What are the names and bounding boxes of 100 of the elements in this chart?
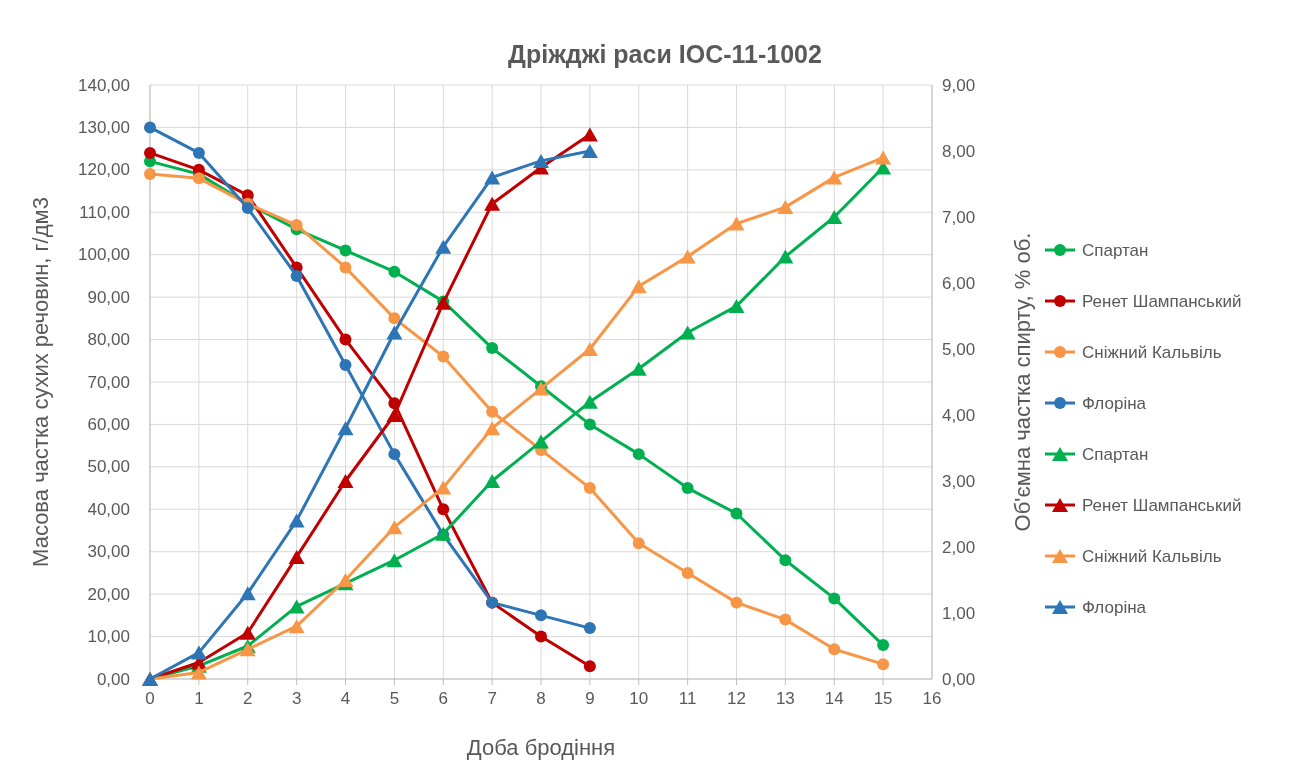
point (828, 592, 841, 605)
point (630, 279, 647, 294)
point (484, 170, 501, 185)
point (535, 630, 547, 643)
y-tick-label: 120,00 (78, 160, 130, 180)
point (388, 448, 401, 461)
point (386, 408, 403, 422)
point (144, 168, 156, 181)
point (388, 265, 401, 278)
point (583, 660, 596, 673)
y-tick-label: 50,00 (87, 457, 130, 477)
x-tick-label: 16 (922, 689, 942, 708)
point (484, 196, 501, 211)
y2-tick-label: 8,00 (942, 141, 976, 161)
y-tick-label: 10,00 (87, 627, 130, 647)
point (583, 418, 596, 431)
point (388, 312, 401, 325)
point (632, 448, 645, 461)
point (632, 537, 645, 550)
y2-tick-label: 2,00 (942, 537, 976, 557)
y-tick-label: 130,00 (78, 117, 130, 137)
point (339, 359, 352, 372)
chart-title: Дріжджі раси IOC-11-1002 (508, 40, 822, 68)
x-tick-label: 4 (340, 689, 351, 708)
point (288, 513, 305, 528)
point (728, 299, 745, 314)
point (386, 520, 403, 535)
legend-label: Спартан (1082, 241, 1149, 260)
point (777, 200, 794, 215)
point (241, 202, 254, 215)
point (730, 507, 743, 520)
point (877, 639, 890, 652)
point (486, 342, 499, 355)
legend-label: Флоріна (1082, 394, 1147, 413)
point (581, 144, 598, 158)
y2-tick-label: 1,00 (942, 603, 976, 623)
point (339, 333, 352, 346)
x-tick-label: 2 (243, 689, 253, 708)
y2-tick-label: 3,00 (942, 471, 976, 491)
legend-label: Флоріна (1082, 598, 1147, 617)
point (192, 146, 205, 159)
y2-axis-title: Об'ємна частка спирту, % об. (1010, 232, 1035, 532)
point (288, 619, 305, 634)
y2-tick-label: 0,00 (942, 669, 976, 689)
x-tick-label: 6 (438, 689, 448, 708)
point (437, 350, 450, 363)
point (337, 421, 354, 436)
point (435, 480, 452, 495)
point (144, 121, 156, 134)
point (190, 645, 207, 660)
legend-label: Сніжний Кальвіль (1082, 547, 1222, 566)
y-tick-label: 110,00 (79, 202, 130, 222)
x-tick-label: 7 (487, 689, 497, 708)
point (535, 609, 547, 622)
y-tick-label: 40,00 (87, 499, 130, 519)
point (826, 170, 843, 185)
x-tick-label: 5 (389, 689, 400, 708)
y2-tick-label: 6,00 (942, 273, 976, 293)
y2-tick-label: 4,00 (942, 405, 976, 425)
point (288, 599, 305, 614)
point (826, 210, 843, 224)
point (681, 482, 694, 495)
point (679, 325, 696, 340)
point (728, 216, 745, 231)
point (290, 269, 303, 282)
point (533, 153, 549, 168)
y-tick-label: 90,00 (87, 287, 130, 307)
point (239, 586, 256, 601)
x-tick-label: 3 (291, 689, 302, 708)
legend-label: Спартан (1082, 445, 1149, 464)
point (630, 361, 647, 376)
point (581, 342, 598, 356)
point (875, 150, 892, 165)
point (337, 573, 354, 587)
point (486, 405, 499, 418)
x-tick-label: 8 (536, 689, 546, 708)
legend-label: Сніжний Кальвіль (1082, 343, 1222, 362)
x-tick-label: 14 (824, 689, 844, 708)
x-tick-label: 1 (194, 689, 204, 708)
point (339, 261, 352, 274)
point (581, 394, 598, 409)
point (828, 643, 841, 656)
y-tick-label: 20,00 (87, 584, 130, 604)
legend-label: Ренет Шампанський (1082, 496, 1242, 515)
point (681, 566, 694, 579)
point (779, 613, 792, 626)
y-tick-label: 60,00 (87, 414, 130, 434)
point (533, 434, 549, 449)
point (288, 549, 305, 564)
point (437, 503, 450, 516)
point (730, 596, 743, 609)
point (777, 249, 794, 264)
y-tick-label: 140,00 (78, 75, 130, 95)
point (877, 658, 890, 671)
y-tick-label: 80,00 (87, 330, 130, 350)
point (484, 474, 501, 488)
point (386, 325, 403, 340)
point (337, 474, 354, 488)
point (339, 244, 352, 257)
point (484, 421, 501, 436)
